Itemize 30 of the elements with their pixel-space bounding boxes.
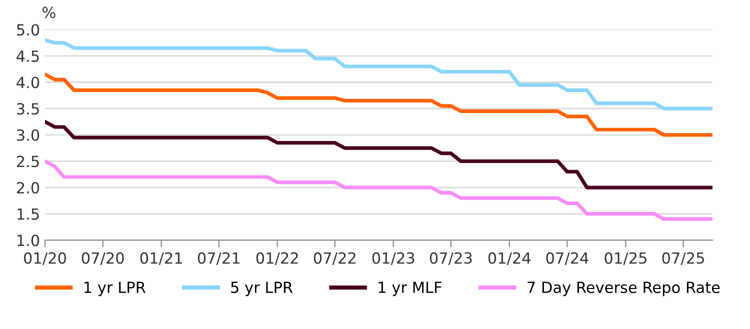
legend-label: 5 yr LPR	[231, 282, 293, 296]
y-tick-label: 1.0	[18, 234, 40, 246]
line-series	[45, 72, 712, 137]
x-tick-label: 01/20	[24, 252, 66, 265]
line-series	[45, 38, 712, 110]
x-tick-label: 01/24	[488, 252, 531, 265]
x-tick-label: 07/22	[314, 252, 356, 265]
x-tick-label: 07/23	[430, 252, 472, 265]
y-axis-title: %	[42, 6, 56, 18]
x-tick-label: 01/22	[256, 252, 298, 265]
x-tick-label: 01/21	[140, 252, 182, 265]
y-tick-label: 3.5	[17, 103, 39, 115]
y-tick-label: 2.5	[16, 156, 39, 168]
x-tick-label: 01/25	[604, 252, 646, 265]
legend-label: 7 Day Reverse Repo Rate	[528, 282, 720, 296]
legend-label: 1 yr MLF	[378, 282, 442, 296]
y-tick-label: 2.0	[16, 182, 40, 194]
x-tick-label: 01/23	[372, 252, 414, 265]
y-tick-label: 4.5	[16, 50, 39, 62]
line-series	[45, 120, 712, 190]
y-tick-label: 4.0	[16, 76, 40, 88]
line-series	[45, 159, 712, 221]
y-tick-label: 3.0	[17, 129, 40, 141]
legend-label: 1 yr LPR	[84, 282, 146, 296]
x-tick-label: 07/25	[662, 252, 704, 265]
x-tick-label: 07/24	[546, 252, 588, 265]
x-tick-label: 07/20	[82, 252, 124, 265]
y-tick-label: 5.0	[17, 24, 40, 36]
y-tick-label: 1.5	[18, 208, 39, 220]
x-tick-label: 07/21	[198, 252, 240, 265]
